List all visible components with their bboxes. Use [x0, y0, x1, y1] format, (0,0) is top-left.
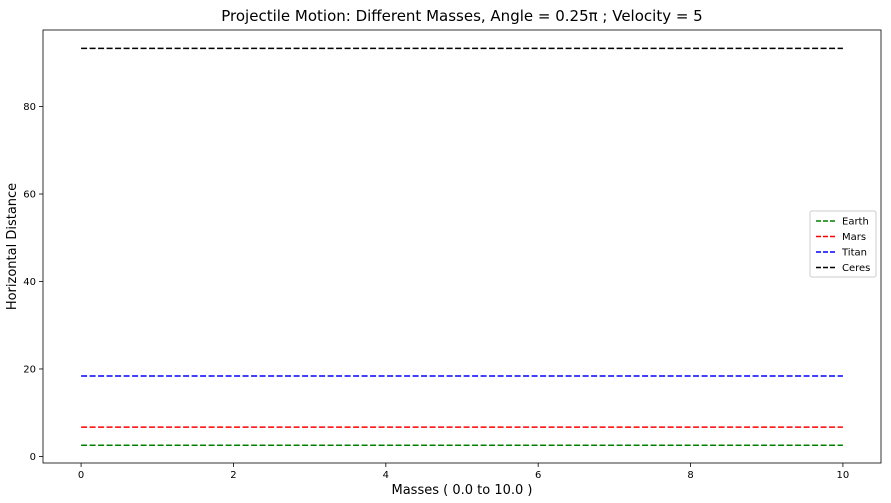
- legend-label-ceres: Ceres: [842, 263, 870, 274]
- y-tick-label: 80: [23, 102, 36, 113]
- legend-label-mars: Mars: [842, 232, 866, 243]
- legend-box: [809, 210, 877, 278]
- x-tick-label: 4: [383, 470, 389, 481]
- legend-label-titan: Titan: [841, 248, 867, 259]
- x-tick-label: 6: [535, 470, 541, 481]
- x-axis-label: Masses ( 0.0 to 10.0 ): [392, 483, 533, 498]
- legend-label-earth: Earth: [842, 217, 869, 228]
- legend: Earth Mars Titan Ceres: [809, 210, 877, 278]
- plot-area: [81, 47, 843, 447]
- y-tick-label: 60: [23, 190, 36, 201]
- x-tick-label: 2: [230, 470, 236, 481]
- x-tick-label: 0: [78, 470, 84, 481]
- y-tick-label: 0: [30, 452, 36, 463]
- y-axis-label: Horizontal Distance: [5, 183, 20, 310]
- chart-title: Projectile Motion: Different Masses, Ang…: [221, 7, 702, 25]
- y-tick-label: 40: [23, 277, 36, 288]
- x-tick-label: 8: [687, 470, 693, 481]
- y-tick-label: 20: [23, 364, 36, 375]
- axes-frame: [42, 29, 882, 464]
- x-tick-label: 10: [837, 470, 850, 481]
- axes: 0 2 4 6 8 10 0 20 40 60 80: [23, 29, 882, 481]
